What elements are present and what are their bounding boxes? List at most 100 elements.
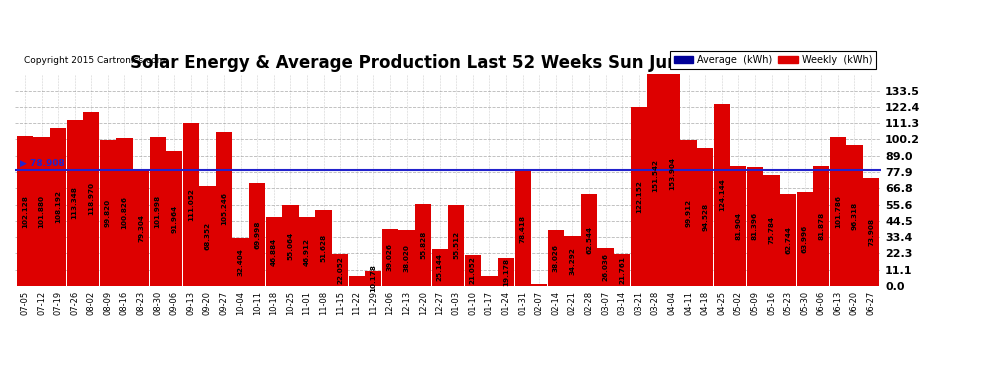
- Bar: [133, 170, 149, 286]
- Bar: [614, 254, 631, 286]
- Text: 102.128: 102.128: [22, 195, 28, 228]
- Text: 46.884: 46.884: [271, 237, 277, 266]
- Bar: [166, 152, 182, 286]
- Bar: [498, 258, 514, 286]
- Bar: [680, 140, 697, 286]
- Bar: [780, 194, 796, 286]
- Text: 55.512: 55.512: [453, 231, 459, 260]
- Text: 21.052: 21.052: [470, 256, 476, 284]
- Bar: [464, 255, 481, 286]
- Bar: [531, 284, 547, 286]
- Bar: [216, 132, 233, 286]
- Bar: [50, 128, 66, 286]
- Text: 22.052: 22.052: [338, 256, 344, 284]
- Text: 21.761: 21.761: [619, 256, 626, 284]
- Text: 113.348: 113.348: [71, 186, 78, 219]
- Bar: [265, 217, 282, 286]
- Text: 10.178: 10.178: [370, 264, 376, 292]
- Bar: [564, 236, 580, 286]
- Bar: [697, 148, 713, 286]
- Text: 19.178: 19.178: [503, 258, 509, 286]
- Bar: [863, 178, 879, 286]
- Bar: [714, 104, 730, 286]
- Bar: [382, 229, 398, 286]
- Bar: [763, 175, 780, 286]
- Bar: [100, 140, 116, 286]
- Bar: [398, 230, 415, 286]
- Bar: [631, 107, 646, 286]
- Text: 124.144: 124.144: [719, 179, 725, 212]
- Bar: [415, 204, 432, 286]
- Text: Copyright 2015 Cartronics.com: Copyright 2015 Cartronics.com: [24, 57, 165, 66]
- Bar: [299, 217, 315, 286]
- Text: ▶ 78.908: ▶ 78.908: [20, 159, 64, 168]
- Bar: [598, 248, 614, 286]
- Text: 63.996: 63.996: [802, 225, 808, 253]
- Text: 75.784: 75.784: [768, 216, 774, 244]
- Bar: [282, 206, 299, 286]
- Text: 68.352: 68.352: [205, 222, 211, 250]
- Text: 81.878: 81.878: [819, 212, 825, 240]
- Bar: [233, 238, 248, 286]
- Bar: [316, 210, 332, 286]
- Bar: [581, 194, 597, 286]
- Text: 62.544: 62.544: [586, 226, 592, 254]
- Text: 25.144: 25.144: [437, 254, 443, 281]
- Text: 94.528: 94.528: [702, 203, 708, 231]
- Text: 26.036: 26.036: [603, 253, 609, 281]
- Bar: [664, 61, 680, 286]
- Text: 111.052: 111.052: [188, 188, 194, 221]
- Bar: [17, 136, 33, 286]
- Bar: [183, 123, 199, 286]
- Bar: [647, 64, 663, 286]
- Bar: [249, 183, 265, 286]
- Bar: [448, 205, 464, 286]
- Text: 55.828: 55.828: [420, 231, 426, 259]
- Text: 122.152: 122.152: [636, 180, 642, 213]
- Text: 101.998: 101.998: [154, 195, 160, 228]
- Legend: Average  (kWh), Weekly  (kWh): Average (kWh), Weekly (kWh): [670, 51, 876, 69]
- Bar: [731, 166, 746, 286]
- Bar: [348, 276, 365, 286]
- Text: 101.880: 101.880: [39, 195, 45, 228]
- Text: 38.026: 38.026: [552, 244, 558, 272]
- Bar: [846, 145, 862, 286]
- Bar: [746, 167, 763, 286]
- Bar: [481, 276, 498, 286]
- Text: 34.292: 34.292: [569, 247, 575, 275]
- Bar: [797, 192, 813, 286]
- Bar: [66, 120, 83, 286]
- Text: 55.064: 55.064: [287, 231, 293, 260]
- Text: 46.912: 46.912: [304, 238, 310, 266]
- Bar: [365, 271, 381, 286]
- Bar: [332, 254, 348, 286]
- Text: 38.020: 38.020: [404, 244, 410, 272]
- Text: 81.396: 81.396: [752, 212, 758, 240]
- Text: 51.628: 51.628: [321, 234, 327, 262]
- Text: 96.318: 96.318: [851, 201, 857, 229]
- Text: 99.912: 99.912: [685, 199, 692, 227]
- Text: 151.542: 151.542: [652, 159, 658, 192]
- Text: 78.418: 78.418: [520, 214, 526, 243]
- Text: 100.826: 100.826: [122, 196, 128, 229]
- Bar: [83, 112, 99, 286]
- Bar: [515, 171, 531, 286]
- Text: 79.304: 79.304: [138, 214, 145, 242]
- Bar: [830, 137, 846, 286]
- Text: 108.192: 108.192: [55, 190, 61, 223]
- Text: 105.246: 105.246: [221, 192, 227, 225]
- Bar: [117, 138, 133, 286]
- Text: 153.904: 153.904: [669, 157, 675, 190]
- Text: 118.970: 118.970: [88, 182, 94, 215]
- Bar: [813, 166, 830, 286]
- Text: 39.026: 39.026: [387, 243, 393, 272]
- Text: 91.964: 91.964: [171, 205, 177, 233]
- Text: 69.998: 69.998: [254, 220, 260, 249]
- Text: 101.786: 101.786: [835, 195, 841, 228]
- Text: 73.908: 73.908: [868, 218, 874, 246]
- Bar: [34, 137, 50, 286]
- Text: 99.820: 99.820: [105, 199, 111, 227]
- Bar: [149, 136, 165, 286]
- Bar: [199, 186, 216, 286]
- Text: 32.404: 32.404: [238, 248, 244, 276]
